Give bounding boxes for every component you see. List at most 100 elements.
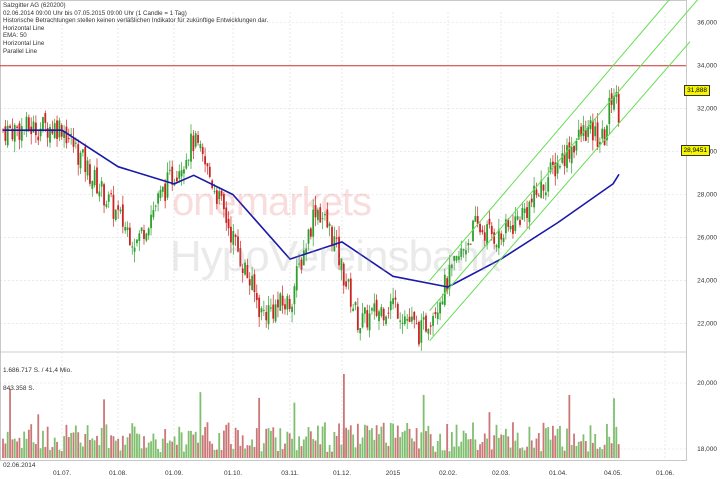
volume-bar xyxy=(4,443,7,458)
volume-bar xyxy=(293,402,296,458)
candle-body xyxy=(77,144,80,165)
candle-body xyxy=(530,198,533,203)
volume-bar xyxy=(561,446,564,458)
volume-bar xyxy=(281,449,284,458)
candle-body xyxy=(617,94,620,123)
candle-body xyxy=(324,214,326,216)
volume-bar xyxy=(35,443,37,458)
volume-bar xyxy=(575,445,578,458)
volume-bar xyxy=(49,450,51,458)
candle-body xyxy=(145,233,148,241)
candle-body xyxy=(347,279,350,282)
candle-body xyxy=(321,218,324,220)
volume-bar xyxy=(152,433,155,458)
volume-bar xyxy=(60,451,63,458)
volume-bar xyxy=(291,438,293,458)
candle-body xyxy=(103,184,105,206)
candle-body xyxy=(272,304,275,319)
candle-body xyxy=(164,183,167,201)
volume-bar xyxy=(458,446,460,458)
volume-bar xyxy=(382,422,385,458)
volume-bar xyxy=(98,445,101,458)
volume-bar xyxy=(521,447,524,458)
volume-bar xyxy=(331,451,333,458)
volume-bar xyxy=(396,425,399,458)
candle-body xyxy=(387,312,390,314)
volume-bar xyxy=(194,431,197,458)
volume-bar xyxy=(230,444,232,458)
volume-bar xyxy=(265,428,268,458)
candle-body xyxy=(25,116,28,132)
volume-bar xyxy=(441,450,444,458)
volume-bar xyxy=(455,424,458,458)
candle-body xyxy=(375,299,378,316)
volume-bar xyxy=(533,447,535,458)
candle-body xyxy=(486,224,488,245)
volume-bar xyxy=(314,440,317,458)
candle-body xyxy=(481,229,484,233)
volume-bar xyxy=(432,446,434,458)
candle-body xyxy=(154,205,157,207)
candle-body xyxy=(516,216,519,220)
candle-body xyxy=(418,321,420,345)
onemarkets-watermark: onemarkets xyxy=(172,180,372,224)
candle-body xyxy=(180,170,183,177)
volume-bar xyxy=(413,441,416,458)
volume-bar xyxy=(237,430,239,458)
candle-body xyxy=(396,303,399,319)
candle-body xyxy=(479,223,481,233)
volume-bar xyxy=(114,440,117,458)
volume-bar xyxy=(208,441,211,458)
candle-body xyxy=(580,126,582,136)
volume-bar xyxy=(51,447,54,458)
candle-body xyxy=(368,313,371,331)
volume-bar xyxy=(542,422,545,458)
volume-bar xyxy=(272,427,275,458)
volume-bar xyxy=(312,439,315,458)
volume-bar xyxy=(91,438,94,458)
volume-bar xyxy=(82,446,84,458)
volume-bar xyxy=(13,438,16,458)
candle-body xyxy=(152,210,155,218)
volume-bar xyxy=(166,442,169,458)
candle-body xyxy=(309,228,312,237)
volume-bar xyxy=(554,435,557,458)
volume-bar xyxy=(126,437,129,458)
indicator-ema[interactable]: EMA: 50 xyxy=(3,32,27,40)
x-tick-label: 01.07. xyxy=(53,470,71,477)
volume-bar xyxy=(474,439,477,458)
candle-body xyxy=(140,227,143,232)
candle-body xyxy=(176,177,178,182)
candle-body xyxy=(86,160,89,176)
volume-bar xyxy=(582,434,585,458)
candle-body xyxy=(389,301,392,311)
start-date-label: 02.06.2014 xyxy=(3,462,36,469)
volume-bar xyxy=(251,439,253,458)
candle-body xyxy=(197,134,199,143)
candle-body xyxy=(234,234,237,237)
volume-bar xyxy=(333,431,336,458)
volume-bar xyxy=(6,431,9,458)
candle-body xyxy=(63,130,65,138)
volume-bar xyxy=(246,445,249,458)
indicator-hline-1[interactable]: Horizontal Line xyxy=(3,24,45,32)
volume-bar xyxy=(488,412,491,458)
volume-bar xyxy=(368,430,371,458)
candle-body xyxy=(96,167,98,194)
indicator-parallel[interactable]: Parallel Line xyxy=(3,47,38,55)
candle-body xyxy=(16,126,18,128)
volume-bar xyxy=(594,434,597,458)
volume-bar xyxy=(30,424,33,458)
candle-body xyxy=(230,226,232,243)
candle-body xyxy=(399,320,402,322)
volume-bar xyxy=(159,451,162,458)
volume-bar xyxy=(267,428,270,458)
indicator-hline-2[interactable]: Horizontal Line xyxy=(3,39,45,47)
volume-bar xyxy=(544,428,547,458)
candle-body xyxy=(82,149,84,153)
volume-bar xyxy=(537,433,540,458)
candle-body xyxy=(32,121,35,133)
volume-bar xyxy=(443,450,446,458)
candle-body xyxy=(178,171,181,179)
volume-bar xyxy=(568,394,571,458)
